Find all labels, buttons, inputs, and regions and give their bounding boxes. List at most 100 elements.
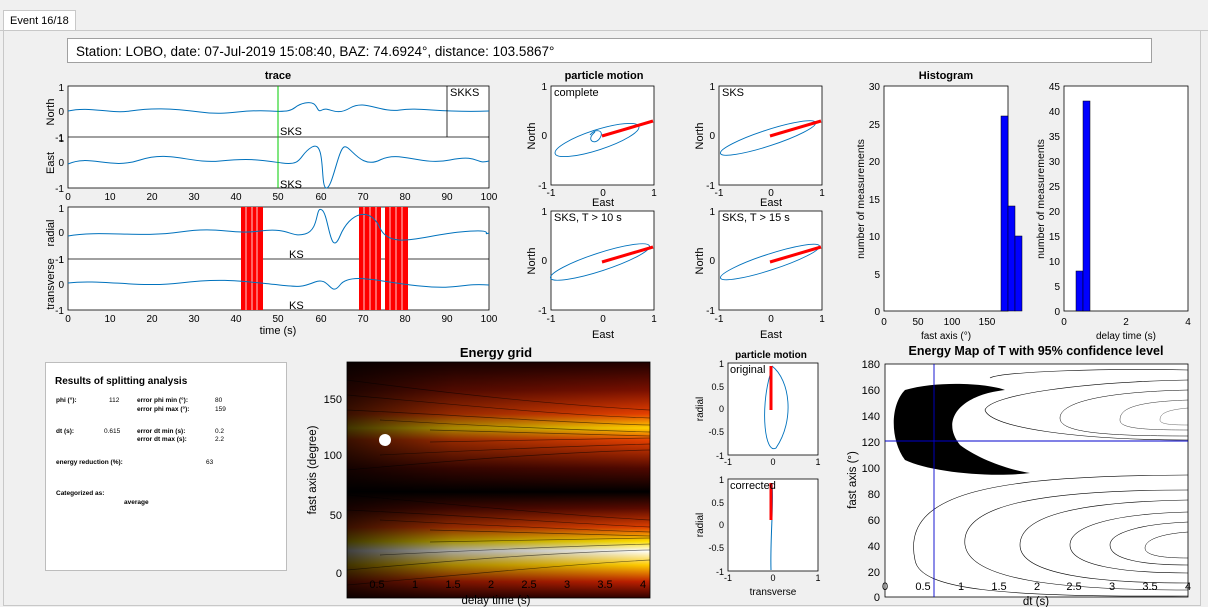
svg-text:80: 80: [399, 192, 411, 203]
svg-text:0: 0: [600, 314, 606, 325]
svg-text:45: 45: [1049, 82, 1061, 93]
svg-text:corrected: corrected: [730, 480, 776, 492]
svg-text:60: 60: [315, 314, 327, 325]
energy-grid-optimum-marker: [379, 434, 391, 446]
svg-text:1: 1: [58, 204, 64, 215]
station-info-field: Station: LOBO, date: 07-Jul-2019 15:08:4…: [67, 38, 1152, 63]
svg-text:0: 0: [874, 592, 880, 604]
svg-text:20: 20: [1049, 207, 1061, 218]
svg-text:1: 1: [412, 579, 418, 591]
svg-text:SKS: SKS: [722, 87, 744, 99]
svg-text:100: 100: [944, 317, 961, 328]
svg-text:4: 4: [1185, 317, 1191, 328]
svg-text:120: 120: [862, 437, 880, 449]
histogram-title: Histogram: [919, 70, 974, 82]
svg-text:-1: -1: [55, 255, 64, 266]
svg-text:1: 1: [709, 82, 715, 93]
svg-text:complete: complete: [554, 87, 599, 99]
energy-grid-ylabel: fast axis (degree): [307, 425, 319, 514]
svg-text:60: 60: [868, 515, 880, 527]
svg-text:-1: -1: [716, 451, 724, 461]
hist-bar-2: [1007, 205, 1016, 312]
trace-ylabel-north: North: [45, 99, 57, 126]
svg-text:1: 1: [541, 207, 547, 218]
svg-text:North: North: [526, 248, 538, 275]
svg-text:-1: -1: [724, 573, 732, 583]
svg-text:30: 30: [188, 314, 200, 325]
svg-text:SKS, T > 15 s: SKS, T > 15 s: [722, 212, 790, 224]
svg-text:1: 1: [58, 134, 64, 145]
event-panel: [3, 30, 1201, 606]
hist-bar-3: [1014, 235, 1023, 312]
svg-text:10: 10: [104, 192, 116, 203]
svg-text:70: 70: [357, 192, 369, 203]
energy-map-ylabel: fast axis (°): [847, 451, 859, 509]
energy-reduction-value: 63: [206, 459, 214, 466]
svg-text:150: 150: [324, 394, 342, 406]
trace-xticks-lower: 0 10 20 30 40 50 60 70 80 90 100: [65, 314, 498, 325]
categorized-value: average: [124, 499, 149, 506]
svg-text:1: 1: [819, 188, 825, 199]
svg-text:1: 1: [58, 83, 64, 94]
svg-text:East: East: [760, 329, 782, 341]
pm-panel-t10: SKS, T > 10 s: [550, 210, 655, 311]
trace-xticks-upper: 0 10 20 30 40 50 60 70 80 90 100: [65, 192, 498, 203]
svg-text:1: 1: [819, 314, 825, 325]
trace-box-lower: [67, 206, 490, 311]
particle-motion-small: particle motion original corrected 1 0.5…: [695, 350, 821, 598]
svg-text:1: 1: [709, 207, 715, 218]
svg-text:25: 25: [869, 120, 881, 131]
dt-label: dt (s):: [56, 428, 75, 435]
phase-label-sks-2: SKS: [280, 179, 302, 191]
svg-text:-1: -1: [706, 306, 715, 317]
svg-text:1: 1: [815, 457, 820, 467]
error-phi-min-value: 80: [215, 397, 223, 404]
energy-reduction-label: energy reduction (%):: [56, 459, 123, 466]
svg-text:0: 0: [58, 228, 64, 239]
error-phi-max-value: 159: [215, 406, 226, 413]
svg-text:1.5: 1.5: [991, 581, 1006, 593]
pm-panel-t15: SKS, T > 15 s: [718, 210, 823, 311]
phi-label: phi (°):: [56, 397, 77, 404]
svg-text:0: 0: [719, 520, 724, 530]
results-panel: Results of splitting analysis phi (°): 1…: [45, 362, 287, 571]
svg-text:North: North: [694, 123, 706, 150]
svg-text:1: 1: [719, 475, 724, 485]
svg-text:15: 15: [869, 195, 881, 206]
trace-title: trace: [265, 70, 291, 82]
svg-text:2.5: 2.5: [521, 579, 536, 591]
energy-map-plot: Energy Map of T with 95% confidence leve…: [847, 344, 1191, 607]
svg-text:0: 0: [65, 192, 71, 203]
svg-text:0: 0: [874, 307, 880, 318]
svg-text:-0.5: -0.5: [708, 427, 724, 437]
histogram-fast-bars: [1000, 115, 1023, 312]
trace-ylabel-transverse: transverse: [45, 258, 57, 309]
svg-text:East: East: [592, 197, 614, 209]
svg-text:10: 10: [104, 314, 116, 325]
svg-text:60: 60: [315, 192, 327, 203]
energy-map-title: Energy Map of T with 95% confidence leve…: [909, 344, 1164, 358]
svg-text:0: 0: [709, 256, 715, 267]
svg-text:2: 2: [1034, 581, 1040, 593]
pm-title: particle motion: [565, 70, 644, 82]
error-phi-max-label: error phi max (°):: [137, 406, 190, 413]
svg-text:-1: -1: [715, 314, 724, 325]
svg-text:fast axis (°): fast axis (°): [921, 331, 971, 342]
svg-text:0: 0: [58, 158, 64, 169]
svg-text:1: 1: [719, 359, 724, 369]
svg-text:-1: -1: [715, 188, 724, 199]
svg-text:-1: -1: [547, 314, 556, 325]
svg-text:North: North: [694, 248, 706, 275]
svg-text:1: 1: [541, 82, 547, 93]
svg-text:-1: -1: [55, 184, 64, 195]
svg-text:0: 0: [58, 107, 64, 118]
svg-text:0: 0: [882, 581, 888, 593]
trace-bar-gaps: [245, 207, 403, 310]
event-tab[interactable]: Event 16/18: [3, 10, 76, 31]
svg-text:0: 0: [1061, 317, 1067, 328]
trace-xlabel: time (s): [260, 325, 297, 337]
trace-yticks: 1 0 -1 1 0 -1 1 0 -1 1 0 -1: [55, 83, 64, 317]
svg-text:1: 1: [651, 314, 657, 325]
svg-text:90: 90: [441, 314, 453, 325]
svg-text:50: 50: [912, 317, 924, 328]
